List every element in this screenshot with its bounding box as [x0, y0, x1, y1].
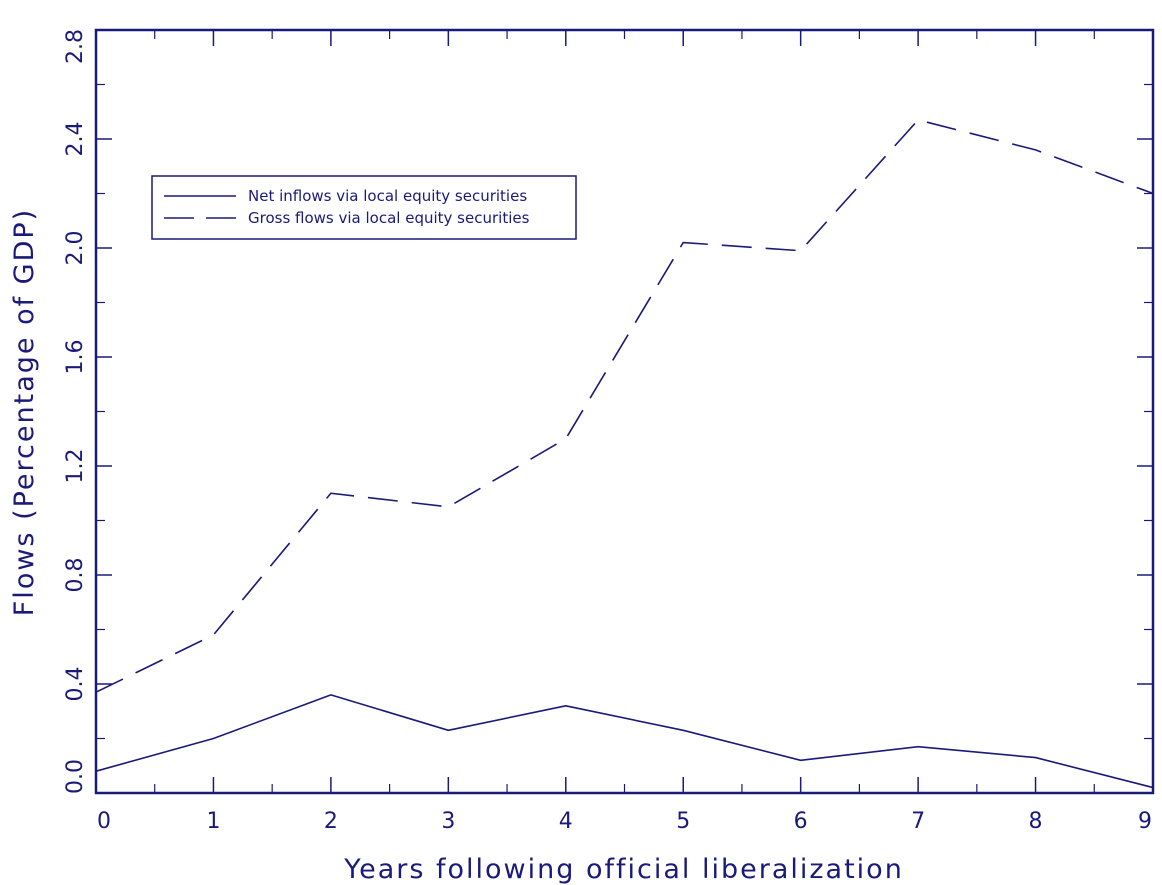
legend-box [151, 175, 577, 240]
legend-label-gross: Gross flows via local equity securities [248, 209, 530, 227]
x-tick-label: 1 [206, 809, 220, 834]
x-axis-title: Years following official liberalization [343, 854, 904, 885]
legend-label-net: Net inflows via local equity securities [248, 187, 527, 205]
y-tick-label: 1.6 [63, 340, 88, 375]
y-tick-label: 0.4 [63, 667, 88, 702]
minor-ticks [96, 30, 1153, 793]
x-tick-label: 5 [676, 809, 690, 834]
series-lines [95, 119, 1154, 789]
y-tick-label: 0.8 [63, 558, 88, 593]
y-tick-label: 2.0 [63, 231, 88, 266]
y-tick-label: 0.0 [63, 759, 88, 794]
y-tick-label: 2.8 [63, 29, 88, 64]
x-tick-label: 6 [794, 809, 808, 834]
x-tick-label: 9 [1138, 809, 1152, 834]
x-tick-label: 4 [559, 809, 573, 834]
y-tick-label: 1.2 [63, 449, 88, 484]
x-tick-label: 2 [324, 809, 338, 834]
y-tick-labels: 0.0 0.4 0.8 1.2 1.6 2.0 2.4 2.8 [63, 29, 88, 794]
plot-frame [94, 28, 1155, 795]
legend: Net inflows via local equity securities … [151, 175, 577, 240]
x-tick-label: 8 [1029, 809, 1043, 834]
series-gross-flows-line [95, 119, 1154, 693]
x-tick-labels: 0 1 2 3 4 5 6 7 8 9 [97, 809, 1152, 834]
x-tick-label: 3 [441, 809, 455, 834]
y-axis-title: Flows (Percentage of GDP) [9, 208, 40, 616]
series-net-inflows-line [95, 694, 1154, 789]
x-tick-label: 7 [911, 809, 925, 834]
major-ticks [95, 29, 1154, 794]
x-tick-label: 0 [97, 809, 111, 834]
y-tick-label: 2.4 [63, 122, 88, 157]
